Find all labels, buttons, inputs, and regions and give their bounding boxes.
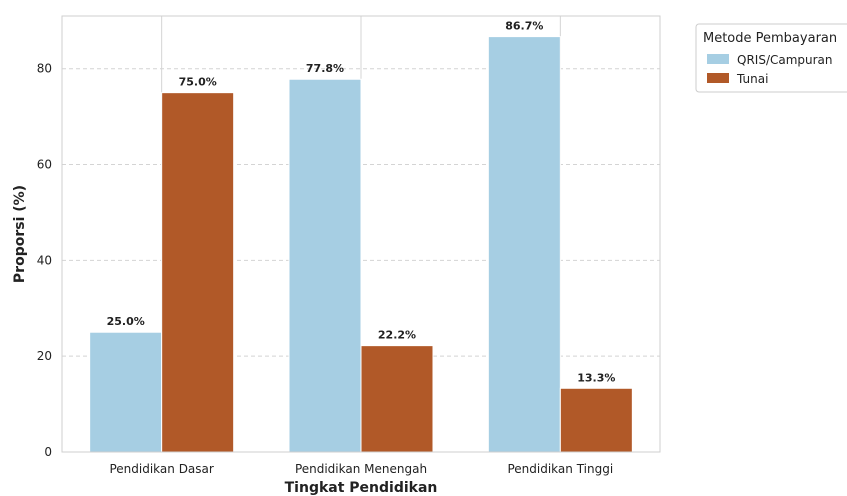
data-label: 77.8% [306,62,344,75]
legend-box [695,23,847,93]
legend-label: QRIS/Campuran [737,53,833,67]
data-label: 75.0% [179,76,217,89]
y-tick-label: 20 [37,349,52,363]
data-labels: 25.0% 75.0% 77.8% 22.2% 86.7% 13.3% [107,20,616,385]
y-tick-label: 40 [37,253,52,267]
legend-label: Tunai [736,72,768,86]
data-label: 22.2% [378,329,416,342]
data-label: 13.3% [577,371,615,384]
x-ticks: Pendidikan Dasar Pendidikan Menengah Pendi… [109,462,613,476]
bar-tunai [360,345,434,453]
plot-frame [61,15,661,453]
y-tick-label: 80 [37,62,52,76]
legend-items: QRIS/Campuran Tunai [707,53,833,86]
data-label: 25.0% [107,315,145,328]
legend: Metode Pembayaran QRIS/Campuran Tunai [695,23,847,93]
x-tick-label: Pendidikan Dasar [109,462,213,476]
bar-qris-campuran [288,78,362,453]
x-axis-label: Tingkat Pendidikan [285,480,438,496]
legend-title: Metode Pembayaran [703,31,837,46]
y-ticks: 0 20 40 60 80 [37,62,52,459]
y-tick-label: 60 [37,158,52,172]
bar-qris-campuran [89,331,163,453]
data-label: 86.7% [505,20,543,33]
bar-qris-campuran [487,36,561,453]
bar-tunai [161,92,235,453]
bar-tunai [559,387,633,453]
bars [89,36,633,453]
y-axis-label: Proporsi (%) [12,185,28,283]
legend-swatch [707,73,729,83]
y-tick-label: 0 [44,445,52,459]
legend-swatch [707,54,729,64]
x-tick-label: Pendidikan Menengah [295,462,427,476]
x-tick-label: Pendidikan Tinggi [507,462,613,476]
